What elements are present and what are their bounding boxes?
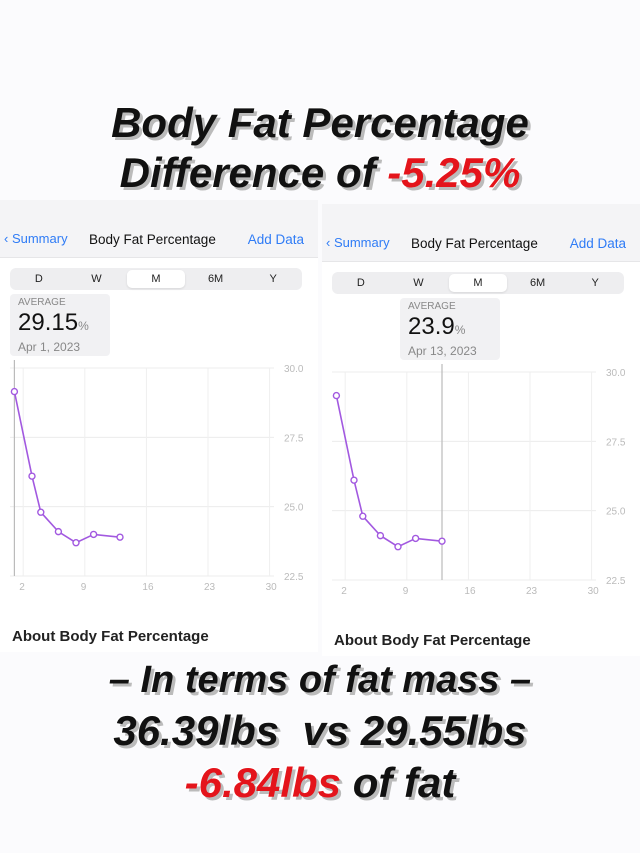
add-data-button[interactable]: Add Data (247, 232, 304, 247)
fat-loss-label: of fat (341, 759, 456, 806)
average-date: Apr 13, 2023 (408, 344, 477, 358)
y-tick-label: 22.5 (284, 572, 304, 583)
y-tick-label: 25.0 (606, 507, 626, 518)
data-point (438, 537, 446, 545)
data-point (37, 508, 45, 516)
x-tick-label: 2 (19, 582, 25, 593)
tab-w[interactable]: W (413, 277, 424, 289)
unit: % (78, 319, 89, 333)
average-label: AVERAGE (18, 297, 66, 308)
average-value: 29.15% (18, 309, 102, 340)
y-tick-label: 27.5 (284, 433, 304, 444)
x-tick-label: 23 (204, 582, 216, 593)
data-point (394, 543, 402, 551)
x-tick-label: 16 (464, 586, 476, 597)
x-tick-label: 30 (588, 586, 600, 597)
page-title: Body Fat Percentage (89, 232, 216, 247)
tab-d[interactable]: D (34, 273, 43, 285)
tab-6m[interactable]: 6M (529, 277, 546, 289)
back-label: Summary (11, 231, 68, 246)
tab-y[interactable]: Y (269, 273, 277, 285)
back-label: Summary (333, 235, 390, 250)
data-point (10, 387, 19, 396)
x-tick-label: 2 (341, 586, 347, 597)
y-tick-label: 30.0 (284, 364, 304, 375)
about-heading: About Body Fat Percentage (334, 632, 531, 649)
back-summary-button[interactable]: ‹ Summary (326, 235, 390, 250)
data-point (72, 539, 80, 547)
data-point (411, 534, 420, 543)
about-heading: About Body Fat Percentage (12, 628, 209, 645)
headline-line2: Difference of -5.25% (0, 149, 640, 196)
series-line (13, 391, 121, 544)
average-callout: AVERAGE 29.15% Apr 1, 2023 (10, 294, 110, 356)
average-label: AVERAGE (408, 301, 456, 312)
average-value: 23.9% (408, 313, 492, 344)
fat-loss-value: -6.84lbs (184, 759, 342, 806)
body-fat-chart[interactable]: 30.0 27.5 25.0 22.5 2 9 16 23 30 (322, 362, 640, 598)
tab-m[interactable]: M (449, 274, 507, 292)
back-summary-button[interactable]: ‹ Summary (4, 231, 68, 246)
y-tick-label: 25.0 (284, 503, 304, 514)
health-screenshot-before: ‹ Summary Body Fat Percentage Add Data D… (0, 200, 318, 652)
x-tick-label: 30 (266, 582, 278, 593)
health-screenshot-after: ‹ Summary Body Fat Percentage Add Data D… (322, 204, 640, 656)
data-point (116, 533, 124, 541)
headline-difference: -5.25% (387, 149, 521, 196)
average-number: 23.9 (408, 313, 455, 340)
tab-d[interactable]: D (356, 277, 365, 289)
nav-bar: ‹ Summary Body Fat Percentage Add Data (322, 204, 640, 262)
data-point (54, 527, 63, 536)
y-tick-label: 22.5 (606, 576, 626, 587)
data-point (350, 476, 358, 484)
headline-line1: Body Fat Percentage (111, 99, 529, 146)
unit: % (454, 323, 466, 337)
data-point (376, 531, 385, 540)
series-line (335, 395, 443, 548)
average-callout: AVERAGE 23.9% Apr 13, 2023 (400, 298, 500, 360)
data-point (28, 472, 36, 480)
x-tick-label: 9 (81, 582, 87, 593)
footer-line2: 36.39lbs vs 29.55lbs (113, 707, 527, 754)
y-tick-label: 27.5 (606, 437, 626, 448)
x-tick-label: 16 (142, 582, 154, 593)
average-date: Apr 1, 2023 (18, 340, 81, 354)
nav-bar: ‹ Summary Body Fat Percentage Add Data (0, 200, 318, 258)
time-range-segmented-control: D W M 6M Y (10, 268, 302, 290)
average-number: 29.15 (18, 309, 79, 336)
footer-line3: -6.84lbs of fat (0, 759, 640, 806)
data-point (332, 391, 341, 400)
tab-m[interactable]: M (127, 270, 185, 288)
time-range-segmented-control: D W M 6M Y (332, 272, 624, 294)
headline-prefix: Difference of (119, 149, 388, 196)
tab-w[interactable]: W (91, 273, 102, 285)
body-fat-chart[interactable]: 30.0 27.5 25.0 22.5 2 9 16 23 30 (0, 358, 318, 594)
footer-line1: – In terms of fat mass – (108, 659, 532, 701)
x-tick-label: 9 (403, 586, 409, 597)
data-point (89, 530, 98, 539)
data-point (359, 512, 367, 520)
page-title: Body Fat Percentage (411, 236, 538, 251)
tab-y[interactable]: Y (591, 277, 599, 289)
add-data-button[interactable]: Add Data (569, 236, 626, 251)
tab-6m[interactable]: 6M (207, 273, 224, 285)
x-tick-label: 23 (526, 586, 538, 597)
y-tick-label: 30.0 (606, 368, 626, 379)
